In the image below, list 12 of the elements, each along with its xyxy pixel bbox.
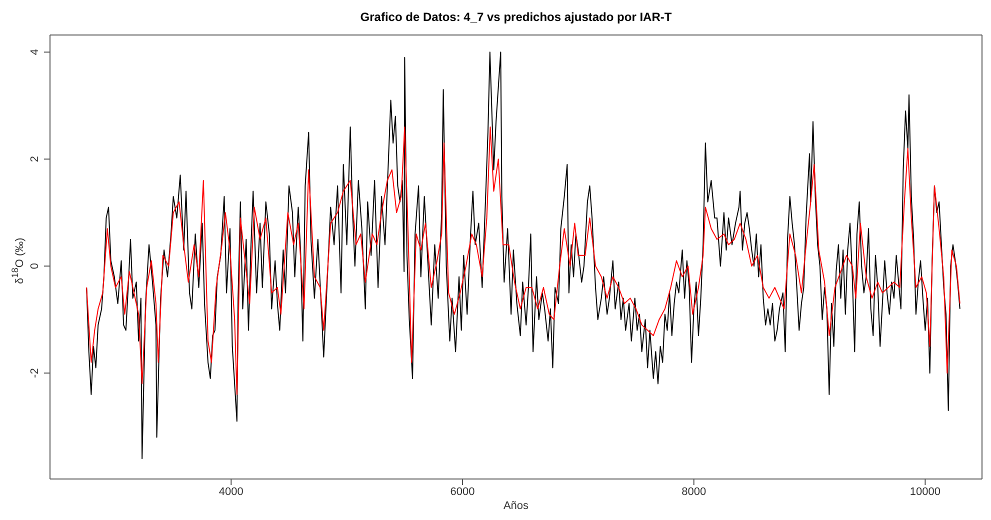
y-tick-label: -2 — [29, 368, 41, 378]
y-tick-label: 2 — [29, 156, 41, 162]
line-series — [86, 52, 960, 460]
line-series — [86, 126, 960, 395]
x-tick-label: 10000 — [910, 486, 940, 498]
x-tick-label: 8000 — [682, 486, 706, 498]
y-tick-label: 0 — [29, 263, 41, 270]
y-tick-label: 4 — [29, 49, 41, 56]
x-tick-label: 4000 — [218, 486, 244, 498]
chart-title: Grafico de Datos: 4_7 vs predichos ajustado por IAR-T — [359, 10, 673, 24]
x-tick-label: 6000 — [450, 486, 475, 498]
x-axis-title: Años — [502, 500, 530, 512]
